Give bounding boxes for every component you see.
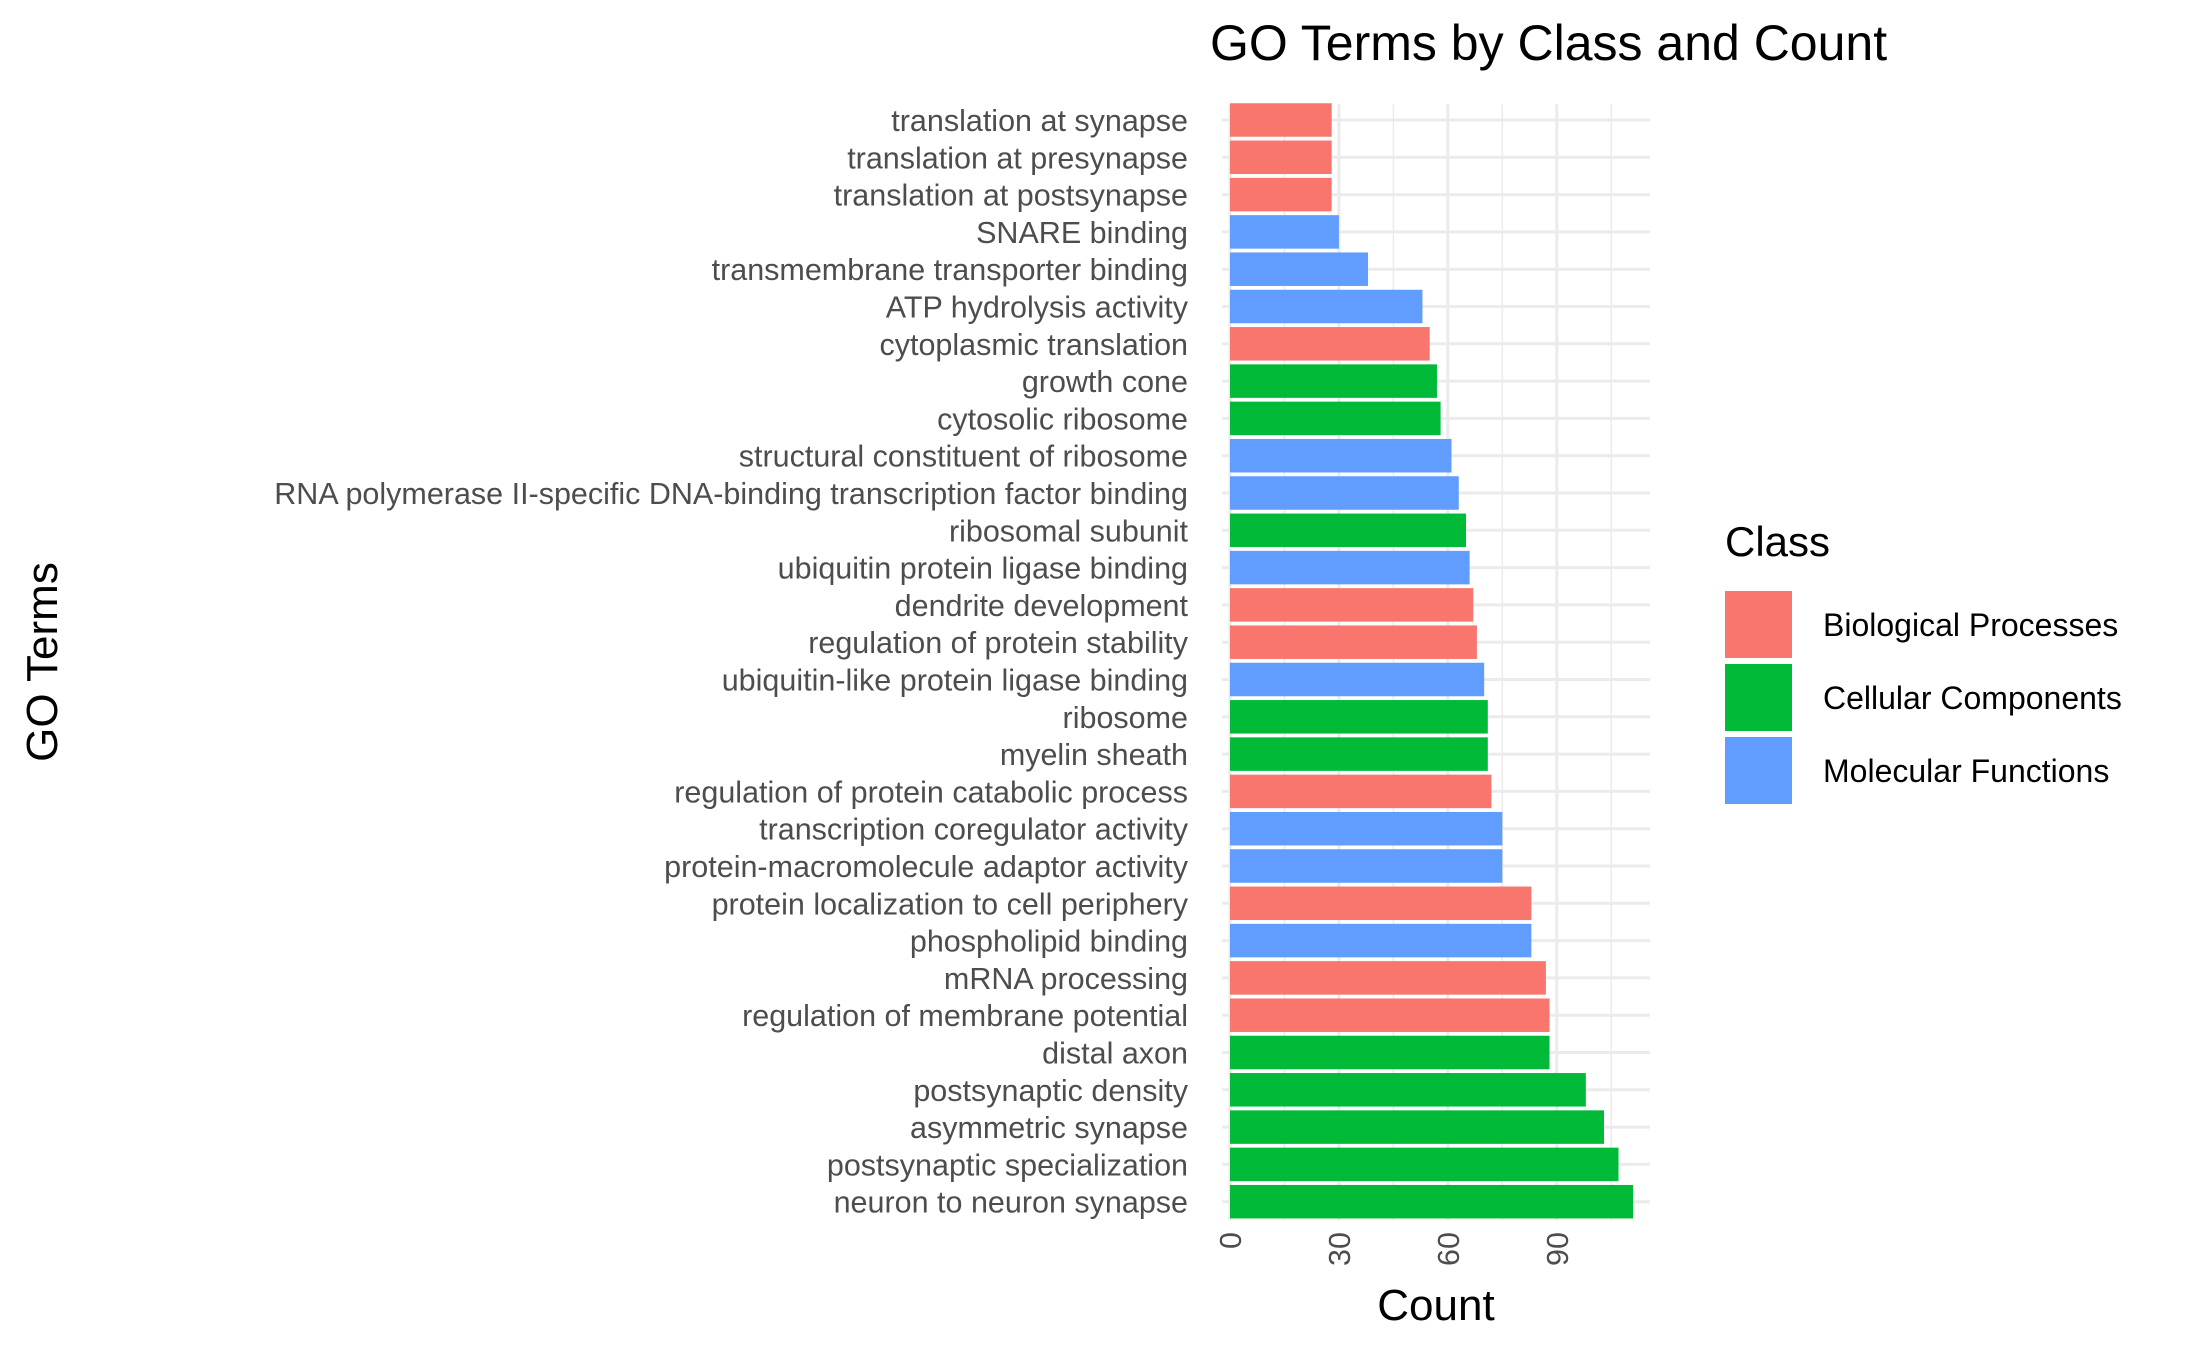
legend-label: Cellular Components — [1823, 680, 2122, 716]
bar — [1230, 1147, 1619, 1182]
y-tick-label: ribosome — [1063, 701, 1188, 735]
bar — [1230, 998, 1550, 1032]
bar — [1230, 289, 1423, 324]
y-tick-label: regulation of protein catabolic process — [674, 775, 1188, 809]
bar — [1230, 252, 1368, 286]
legend-key — [1725, 591, 1792, 658]
y-tick-label: postsynaptic specialization — [827, 1148, 1188, 1182]
bar — [1230, 849, 1503, 883]
bar — [1230, 550, 1470, 585]
legend-key — [1725, 737, 1792, 804]
y-tick-label: RNA polymerase II-specific DNA-binding t… — [274, 477, 1188, 511]
y-axis-title: GO Terms — [18, 562, 67, 762]
legend-title: Class — [1725, 518, 1830, 565]
y-tick-label: phospholipid binding — [910, 925, 1188, 959]
bar — [1230, 662, 1485, 697]
y-tick-label: translation at postsynapse — [834, 179, 1188, 213]
y-tick-label: asymmetric synapse — [910, 1111, 1188, 1145]
y-tick-label: mRNA processing — [944, 962, 1188, 996]
bar — [1230, 364, 1437, 398]
bar — [1230, 401, 1441, 436]
bar — [1230, 886, 1532, 921]
bar — [1230, 327, 1430, 361]
bar — [1230, 737, 1488, 771]
bar — [1230, 177, 1332, 212]
legend-label: Molecular Functions — [1823, 753, 2109, 789]
bar — [1230, 923, 1532, 958]
y-tick-label: growth cone — [1022, 365, 1188, 399]
bar — [1230, 476, 1459, 510]
bar — [1230, 215, 1339, 249]
bar — [1230, 1110, 1604, 1144]
y-tick-label: SNARE binding — [976, 216, 1188, 250]
y-tick-label: neuron to neuron synapse — [834, 1186, 1188, 1220]
y-tick-label: ubiquitin-like protein ligase binding — [722, 664, 1188, 698]
x-tick-label: 30 — [1323, 1232, 1357, 1266]
bar — [1230, 700, 1488, 734]
y-tick-label: cytosolic ribosome — [937, 402, 1188, 436]
y-tick-label: translation at synapse — [891, 104, 1188, 138]
legend: Class Biological Processes Cellular Compo… — [1725, 518, 2122, 804]
y-tick-label: postsynaptic density — [913, 1074, 1188, 1108]
y-tick-label: translation at presynapse — [847, 141, 1188, 175]
y-tick-label: myelin sheath — [1000, 738, 1188, 772]
y-tick-label: transmembrane transporter binding — [712, 253, 1188, 287]
bar — [1230, 588, 1474, 622]
y-tick-label: dendrite development — [895, 589, 1189, 623]
y-tick-label: regulation of membrane potential — [742, 999, 1188, 1033]
legend-key — [1725, 664, 1792, 731]
x-axis-title: Count — [1377, 1281, 1494, 1330]
y-tick-label: transcription coregulator activity — [759, 813, 1189, 847]
bar — [1230, 961, 1546, 995]
y-tick-label: regulation of protein stability — [808, 626, 1189, 660]
bar — [1230, 625, 1477, 659]
bars — [1230, 103, 1634, 1219]
y-tick-label: protein-macromolecule adaptor activity — [664, 850, 1189, 884]
y-tick-label: ubiquitin protein ligase binding — [778, 552, 1188, 586]
bar — [1230, 513, 1467, 548]
bar — [1230, 1035, 1550, 1070]
y-tick-label: ATP hydrolysis activity — [886, 291, 1189, 325]
y-tick-label: ribosomal subunit — [949, 514, 1189, 548]
bar — [1230, 140, 1332, 175]
x-tick-label: 0 — [1214, 1232, 1248, 1249]
y-tick-label: cytoplasmic translation — [879, 328, 1188, 362]
bar — [1230, 774, 1492, 809]
bar — [1230, 1073, 1586, 1107]
bar — [1230, 438, 1452, 473]
x-tick-label: 60 — [1432, 1232, 1466, 1266]
bar — [1230, 811, 1503, 846]
x-tick-label: 90 — [1541, 1232, 1575, 1266]
bar — [1230, 103, 1332, 137]
y-tick-label: distal axon — [1042, 1037, 1188, 1071]
chart-title: GO Terms by Class and Count — [1210, 15, 1887, 71]
y-tick-label: protein localization to cell periphery — [712, 887, 1189, 921]
y-tick-label: structural constituent of ribosome — [739, 440, 1188, 474]
legend-label: Biological Processes — [1823, 607, 2118, 643]
x-tick-labels: 0 30 60 90 — [1214, 1232, 1575, 1266]
bar — [1230, 1184, 1634, 1219]
